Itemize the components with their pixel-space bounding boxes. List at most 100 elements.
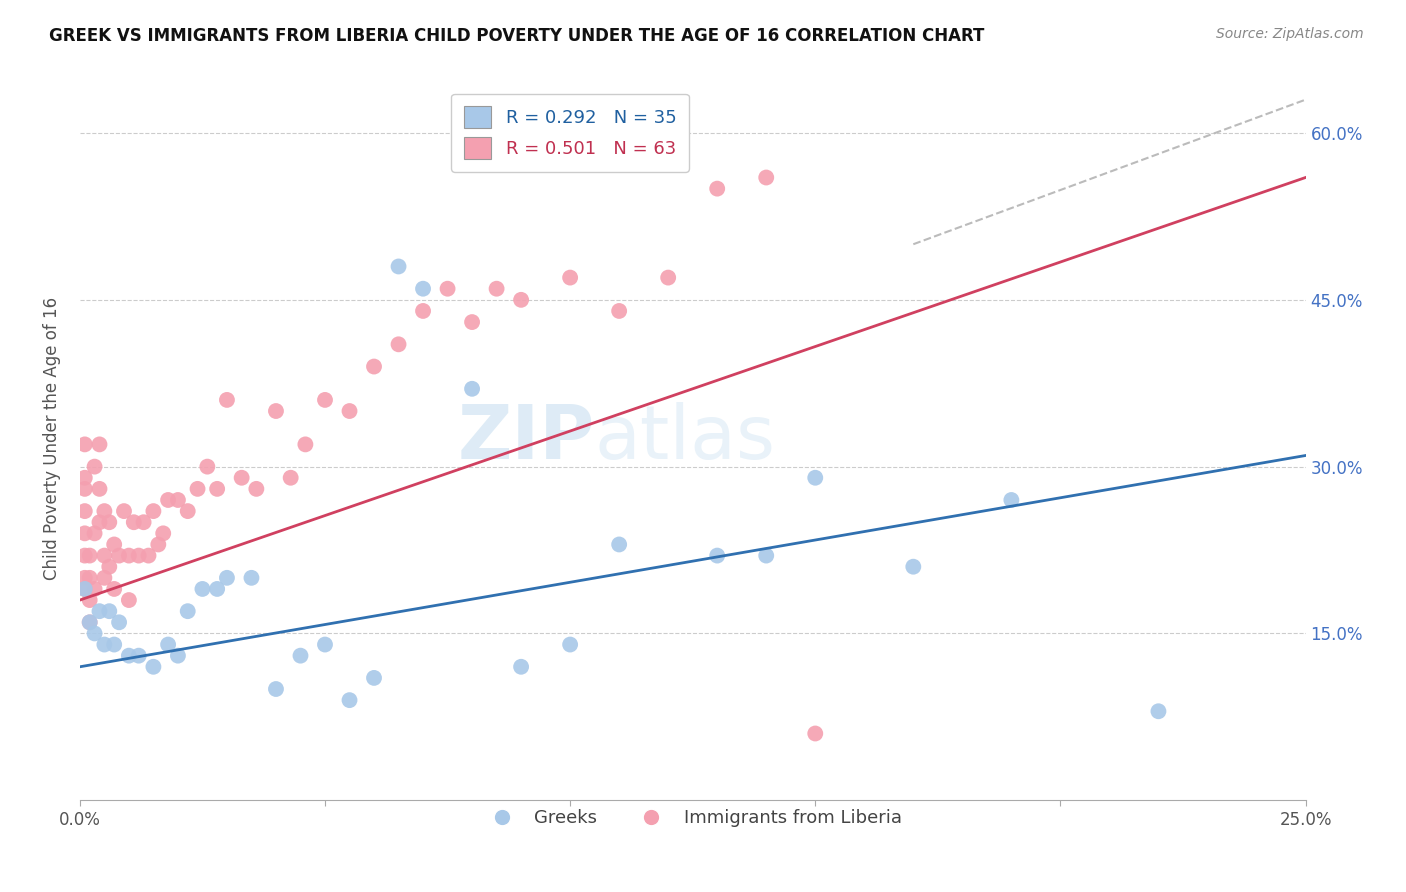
Point	[148, 537, 170, 551]
Point	[83, 459, 105, 474]
Point	[215, 392, 238, 407]
Point	[363, 359, 385, 374]
Point	[1000, 493, 1022, 508]
Point	[73, 582, 96, 596]
Point	[112, 504, 135, 518]
Point	[461, 382, 484, 396]
Point	[215, 571, 238, 585]
Point	[657, 270, 679, 285]
Point	[118, 593, 141, 607]
Point	[73, 582, 96, 596]
Point	[93, 571, 115, 585]
Point	[231, 471, 253, 485]
Point	[138, 549, 160, 563]
Point	[191, 582, 214, 596]
Point	[607, 304, 630, 318]
Point	[89, 515, 111, 529]
Point	[83, 526, 105, 541]
Text: Source: ZipAtlas.com: Source: ZipAtlas.com	[1216, 27, 1364, 41]
Point	[157, 638, 180, 652]
Point	[142, 660, 165, 674]
Point	[280, 471, 302, 485]
Point	[93, 504, 115, 518]
Point	[205, 482, 228, 496]
Point	[363, 671, 385, 685]
Y-axis label: Child Poverty Under the Age of 16: Child Poverty Under the Age of 16	[44, 297, 60, 581]
Point	[73, 526, 96, 541]
Point	[387, 337, 409, 351]
Point	[314, 392, 336, 407]
Point	[205, 582, 228, 596]
Point	[804, 726, 827, 740]
Point	[89, 437, 111, 451]
Point	[152, 526, 174, 541]
Point	[142, 504, 165, 518]
Point	[128, 549, 150, 563]
Point	[903, 559, 925, 574]
Point	[73, 471, 96, 485]
Point	[118, 648, 141, 663]
Point	[339, 404, 361, 418]
Point	[132, 515, 155, 529]
Point	[804, 471, 827, 485]
Point	[79, 615, 101, 630]
Point	[195, 459, 218, 474]
Point	[510, 293, 533, 307]
Point	[177, 504, 200, 518]
Point	[108, 549, 131, 563]
Legend: Greeks, Immigrants from Liberia: Greeks, Immigrants from Liberia	[477, 802, 910, 835]
Point	[314, 638, 336, 652]
Point	[73, 549, 96, 563]
Point	[755, 549, 778, 563]
Point	[122, 515, 145, 529]
Point	[186, 482, 208, 496]
Point	[157, 493, 180, 508]
Point	[167, 648, 190, 663]
Point	[73, 482, 96, 496]
Point	[98, 604, 121, 618]
Point	[108, 615, 131, 630]
Point	[387, 260, 409, 274]
Point	[98, 515, 121, 529]
Point	[177, 604, 200, 618]
Point	[93, 638, 115, 652]
Point	[755, 170, 778, 185]
Point	[412, 282, 434, 296]
Point	[706, 181, 728, 195]
Point	[89, 482, 111, 496]
Point	[706, 549, 728, 563]
Point	[93, 549, 115, 563]
Point	[79, 615, 101, 630]
Point	[558, 638, 581, 652]
Point	[83, 626, 105, 640]
Point	[1147, 704, 1170, 718]
Point	[89, 604, 111, 618]
Point	[461, 315, 484, 329]
Point	[98, 559, 121, 574]
Point	[79, 549, 101, 563]
Point	[167, 493, 190, 508]
Point	[510, 660, 533, 674]
Text: GREEK VS IMMIGRANTS FROM LIBERIA CHILD POVERTY UNDER THE AGE OF 16 CORRELATION C: GREEK VS IMMIGRANTS FROM LIBERIA CHILD P…	[49, 27, 984, 45]
Point	[412, 304, 434, 318]
Point	[240, 571, 263, 585]
Point	[339, 693, 361, 707]
Point	[73, 571, 96, 585]
Point	[294, 437, 316, 451]
Text: ZIP: ZIP	[457, 402, 595, 475]
Point	[290, 648, 312, 663]
Point	[103, 582, 125, 596]
Point	[79, 593, 101, 607]
Point	[103, 638, 125, 652]
Point	[103, 537, 125, 551]
Text: atlas: atlas	[595, 402, 776, 475]
Point	[83, 582, 105, 596]
Point	[245, 482, 267, 496]
Point	[118, 549, 141, 563]
Point	[79, 571, 101, 585]
Point	[485, 282, 508, 296]
Point	[436, 282, 458, 296]
Point	[607, 537, 630, 551]
Point	[558, 270, 581, 285]
Point	[73, 504, 96, 518]
